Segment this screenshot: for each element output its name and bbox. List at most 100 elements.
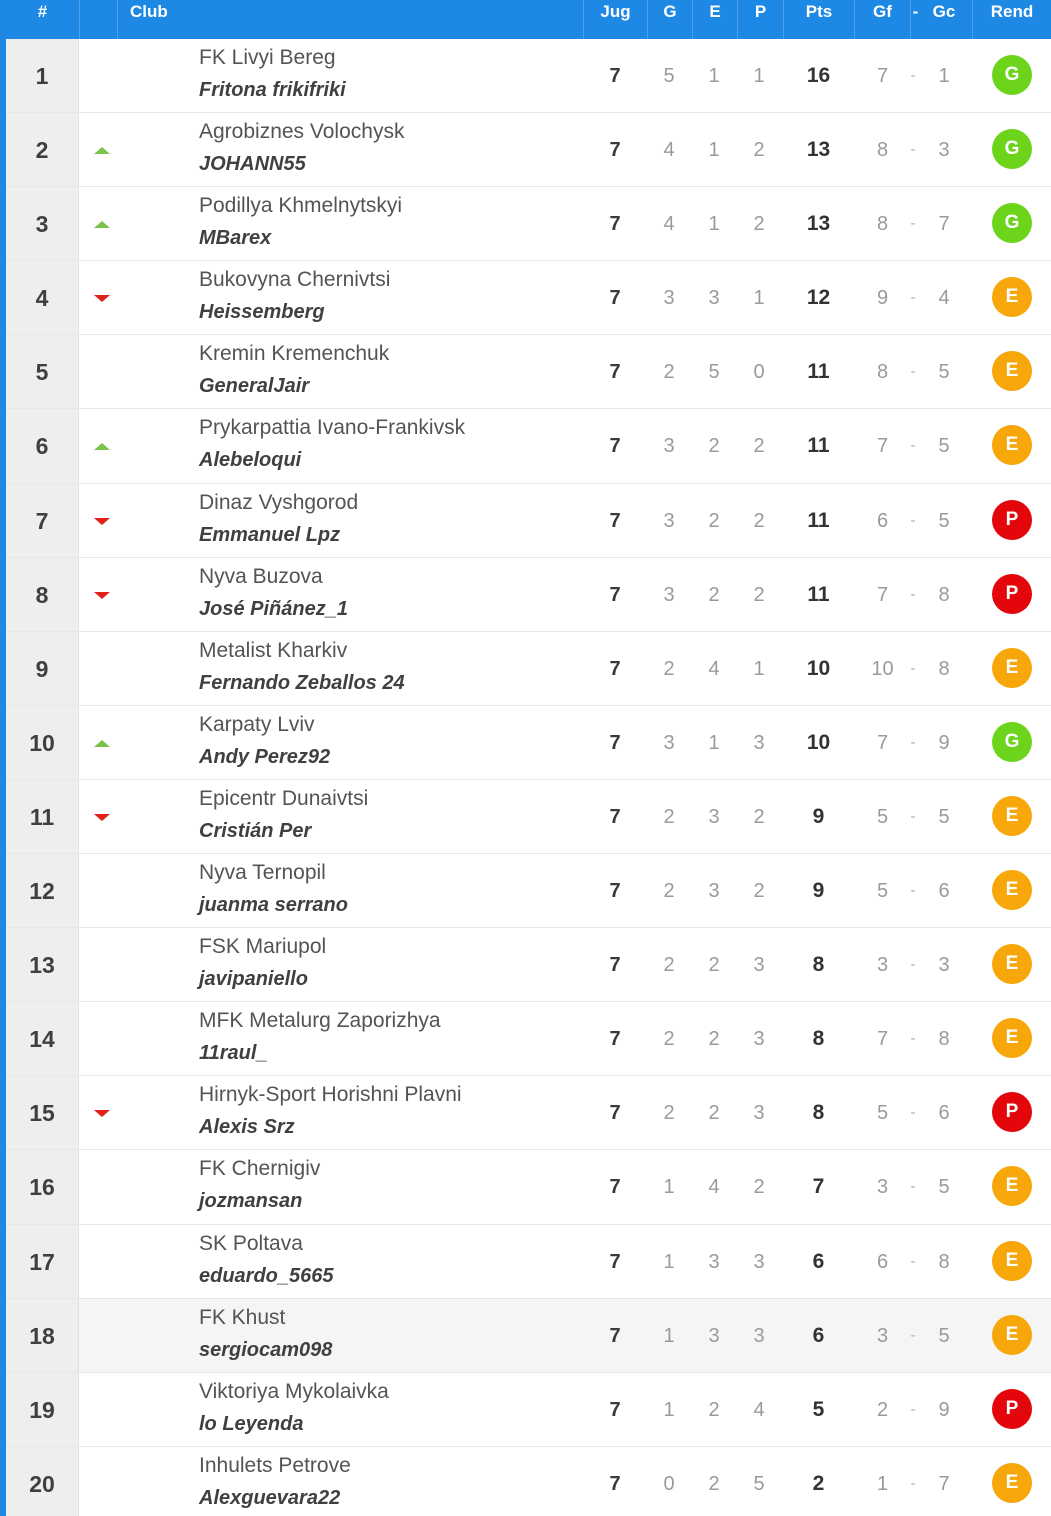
form-badge: E <box>992 277 1032 318</box>
club-name[interactable]: Dinaz Vyshgorod <box>199 490 359 514</box>
form-badge: G <box>992 203 1032 244</box>
manager-name[interactable]: jozmansan <box>199 1190 303 1213</box>
table-row[interactable]: 4 Bukovyna Chernivtsi Heissemberg 7 3 3 1 12 9 - 4… <box>6 261 1051 336</box>
manager-name[interactable]: Alexis Srz <box>199 1116 295 1139</box>
form-badge: E <box>992 795 1032 836</box>
manager-name[interactable]: sergiocam098 <box>199 1338 333 1361</box>
goals-for-cell: 2 <box>876 1398 889 1421</box>
manager-name[interactable]: lo Leyenda <box>199 1412 304 1435</box>
goals-against-cell: 8 <box>938 657 950 680</box>
lost-cell: 2 <box>753 139 765 162</box>
club-name[interactable]: Metalist Kharkiv <box>199 638 348 662</box>
club-name[interactable]: FK Chernigiv <box>199 1157 321 1181</box>
table-row[interactable]: 13 FSK Mariupol javipaniello 7 2 2 3 8 3 - 3 E <box>6 928 1051 1003</box>
header-position[interactable]: # <box>37 2 48 21</box>
club-name[interactable]: SK Poltava <box>199 1231 303 1255</box>
header-club[interactable]: Club <box>117 0 583 39</box>
table-row[interactable]: 16 FK Chernigiv jozmansan 7 1 4 2 7 3 - 5 E <box>6 1150 1051 1225</box>
drawn-cell: 3 <box>708 880 720 903</box>
manager-name[interactable]: Andy Perez92 <box>199 745 331 768</box>
manager-name[interactable]: JOHANN55 <box>199 153 306 176</box>
club-name[interactable]: Nyva Buzova <box>199 564 323 588</box>
club-name[interactable]: Karpaty Lviv <box>199 712 315 736</box>
table-row[interactable]: 17 SK Poltava eduardo_5665 7 1 3 3 6 6 - 8 E <box>6 1224 1051 1299</box>
table-row[interactable]: 6 Prykarpattia Ivano-Frankivsk Alebeloqui 7… <box>6 409 1051 484</box>
points-cell: 7 <box>812 1175 825 1199</box>
goals-against-cell: 3 <box>938 954 950 977</box>
header-gf[interactable]: Gf <box>854 0 910 39</box>
manager-name[interactable]: José Piñánez_1 <box>199 597 348 620</box>
table-row[interactable]: 1 FK Livyi Bereg Fritona frikifriki 7 5 1 1 16 7… <box>6 39 1051 114</box>
header-rend[interactable]: Rend <box>972 0 1051 39</box>
manager-name[interactable]: Cristián Per <box>199 819 312 842</box>
goals-for-cell: 3 <box>876 1324 889 1347</box>
manager-name[interactable]: juanma serrano <box>199 894 348 917</box>
lost-cell: 4 <box>753 1398 765 1421</box>
club-name[interactable]: Inhulets Petrove <box>199 1453 351 1477</box>
form-badge: G <box>992 129 1032 170</box>
club-name[interactable]: Viktoriya Mykolaivka <box>199 1379 389 1403</box>
manager-name[interactable]: Alebeloqui <box>199 449 302 472</box>
won-cell: 3 <box>663 435 675 458</box>
table-row[interactable]: 3 Podillya Khmelnytskyi MBarex 7 4 1 2 13 8 - 7 G <box>6 187 1051 262</box>
table-row[interactable]: 10 Karpaty Lviv Andy Perez92 7 3 1 3 10 7-9 G <box>6 705 1051 780</box>
manager-name[interactable]: Emmanuel Lpz <box>199 523 341 546</box>
table-row[interactable]: 12 Nyva Ternopil juanma serrano 7 2 3 2 9 5 - 6 E <box>6 854 1051 929</box>
club-name[interactable]: MFK Metalurg Zaporizhya <box>199 1009 441 1033</box>
position-cell: 1 <box>6 39 79 113</box>
header-g[interactable]: G <box>647 0 692 39</box>
manager-name[interactable]: Alexguevara22 <box>199 1486 341 1509</box>
club-name[interactable]: Kremin Kremenchuk <box>199 342 390 366</box>
manager-name[interactable]: javipaniello <box>199 968 308 991</box>
club-name[interactable]: Bukovyna Chernivtsi <box>199 268 391 292</box>
table-row[interactable]: 7 Dinaz Vyshgorod Emmanuel Lpz 7 3 2 2 11 6 - 5 P <box>6 483 1051 558</box>
club-name[interactable]: FK Livyi Bereg <box>199 46 336 69</box>
goals-against-cell: 5 <box>938 361 950 384</box>
manager-name[interactable]: GeneralJair <box>199 375 310 398</box>
table-row[interactable]: 9 Metalist Kharkiv Fernando Zeballos 24 7 2 4… <box>6 631 1051 706</box>
trend-up-icon <box>94 221 110 229</box>
header-gc[interactable]: Gc <box>932 2 956 21</box>
club-name[interactable]: Epicentr Dunaivtsi <box>199 786 369 810</box>
club-name[interactable]: Hirnyk-Sport Horishni Plavni <box>199 1083 462 1107</box>
manager-name[interactable]: Fernando Zeballos 24 <box>199 671 405 694</box>
club-name[interactable]: Prykarpattia Ivano-Frankivsk <box>199 416 466 440</box>
drawn-cell: 2 <box>708 1102 720 1125</box>
club-name[interactable]: Nyva Ternopil <box>199 861 326 885</box>
drawn-cell: 4 <box>708 1176 720 1199</box>
club-name[interactable]: Agrobiznes Volochysk <box>199 120 405 144</box>
goals-separator: - <box>910 141 916 159</box>
club-name[interactable]: FSK Mariupol <box>199 935 327 959</box>
table-row[interactable]: 19 Viktoriya Mykolaivka lo Leyenda 7 1 2 4 5 2 - 9… <box>6 1372 1051 1447</box>
table-row[interactable]: 8 Nyva Buzova José Piñánez_1 7 3 2 2 11 7 - 8 P <box>6 557 1051 632</box>
manager-name[interactable]: Heissemberg <box>199 301 325 324</box>
drawn-cell: 2 <box>708 1028 720 1051</box>
manager-name[interactable]: Fritona frikifriki <box>199 79 346 101</box>
played-cell: 7 <box>609 435 621 458</box>
header-p[interactable]: P <box>737 0 783 39</box>
manager-name[interactable]: 11raul_ <box>199 1042 268 1065</box>
goals-for-cell: 8 <box>876 361 889 384</box>
manager-name[interactable]: eduardo_5665 <box>199 1264 334 1287</box>
played-cell: 7 <box>609 1472 621 1495</box>
table-row[interactable]: 14 MFK Metalurg Zaporizhya 11raul_ 7 2 2 3 8 7 - 8… <box>6 1002 1051 1077</box>
table-row[interactable]: 11 Epicentr Dunaivtsi Cristián Per 7 2 3 2 9 5 - 5… <box>6 779 1051 855</box>
club-name[interactable]: FK Khust <box>199 1305 286 1329</box>
table-row[interactable]: 20 Inhulets Petrove Alexguevara22 7 0 2 5 2 1 - 7 E <box>6 1446 1051 1516</box>
table-row[interactable]: 5 Kremin Kremenchuk GeneralJair 7 2 5 0 11 8 - 5 E <box>6 335 1051 410</box>
goals-for-cell: 1 <box>876 1472 889 1495</box>
manager-name[interactable]: MBarex <box>199 227 272 250</box>
form-badge: E <box>992 1166 1032 1207</box>
trend-down-icon <box>94 295 110 303</box>
form-badge: G <box>992 55 1032 95</box>
header-pts[interactable]: Pts <box>783 0 854 39</box>
header-jug[interactable]: Jug <box>583 0 647 39</box>
table-row[interactable]: 18 FK Khust sergiocam098 7 1 3 3 6 3 - 5 E <box>6 1298 1051 1373</box>
form-badge: E <box>992 1240 1032 1281</box>
club-name[interactable]: Podillya Khmelnytskyi <box>199 194 403 218</box>
position-cell: 2 <box>6 113 79 187</box>
points-cell: 11 <box>807 508 830 532</box>
table-row[interactable]: 2 Agrobiznes Volochysk JOHANN55 7 4 1 2 13 8 - 3 G <box>6 113 1051 188</box>
header-e[interactable]: E <box>692 0 737 39</box>
table-row[interactable]: 15 Hirnyk-Sport Horishni Plavni Alexis Srz… <box>6 1076 1051 1151</box>
